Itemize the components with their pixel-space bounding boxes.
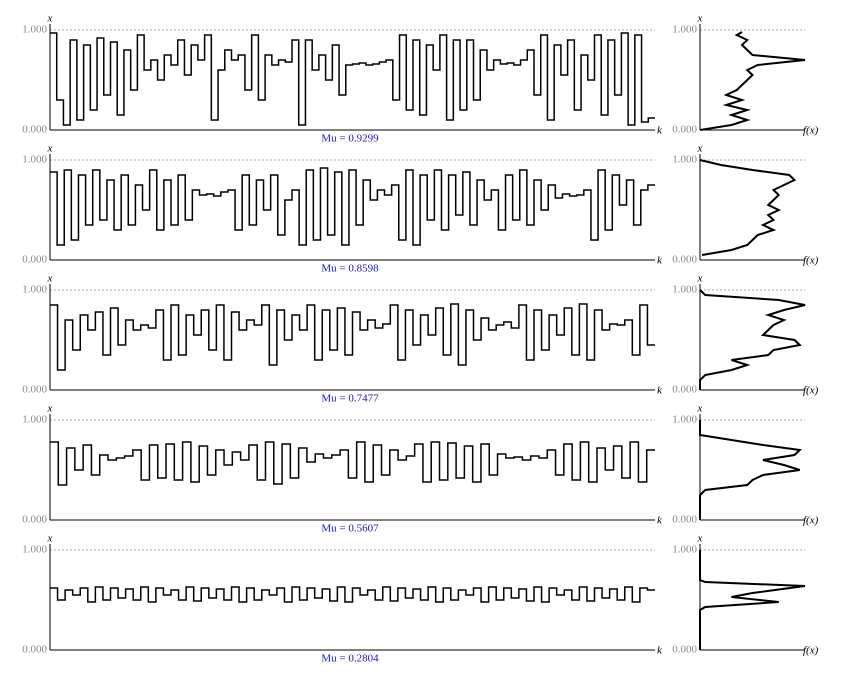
y-tick-label: 1.000 [22,24,47,36]
mu-label: Mu = 0.5607 [321,523,379,535]
y-tick-label: 1.000 [672,544,697,556]
y-axis-label: x [47,403,53,415]
y-tick-label: 1.000 [672,154,697,166]
y-axis-label: x [47,13,53,25]
y-axis-label: x [47,143,53,155]
y-tick-label: 0.000 [672,644,697,656]
density-line [699,159,797,256]
y-axis-label: x [697,273,703,285]
y-axis-label: x [47,533,53,545]
mu-label: Mu = 0.9299 [321,133,379,145]
x-axis-label: f(x) [803,255,819,267]
series-line [50,32,655,126]
y-tick-label: 1.000 [672,414,697,426]
y-tick-label: 0.000 [22,124,47,136]
y-tick-label: 1.000 [22,284,47,296]
y-tick-label: 0.000 [672,384,697,396]
x-axis-label: k [657,645,663,657]
density-line [699,289,806,390]
y-axis-label: x [697,143,703,155]
x-axis-label: f(x) [803,515,819,527]
y-tick-label: 1.000 [22,414,47,426]
y-tick-label: 1.000 [672,284,697,296]
y-tick-label: 1.000 [22,544,47,556]
y-axis-label: x [697,403,703,415]
x-axis-label: k [657,125,663,137]
mu-label: Mu = 0.7477 [321,393,379,405]
mu-label: Mu = 0.8598 [321,263,379,275]
y-tick-label: 0.000 [22,514,47,526]
series-line [50,303,655,371]
x-axis-label: f(x) [803,645,819,657]
y-tick-label: 0.000 [672,514,697,526]
x-axis-label: f(x) [803,385,819,397]
x-axis-label: k [657,515,663,527]
mu-label: Mu = 0.2804 [321,653,379,665]
y-tick-label: 1.000 [22,154,47,166]
y-tick-label: 0.000 [672,124,697,136]
series-line [50,167,655,246]
y-tick-label: 0.000 [22,254,47,266]
density-line [699,420,802,520]
y-tick-label: 0.000 [22,384,47,396]
series-line [50,586,655,603]
y-tick-label: 0.000 [22,644,47,656]
y-axis-label: x [697,533,703,545]
density-line [699,31,806,131]
x-axis-label: k [657,385,663,397]
x-axis-label: f(x) [803,125,819,137]
y-axis-label: x [47,273,53,285]
density-line [699,550,806,650]
y-axis-label: x [697,13,703,25]
series-line [50,441,655,486]
y-tick-label: 1.000 [672,24,697,36]
x-axis-label: k [657,255,663,267]
y-tick-label: 0.000 [672,254,697,266]
